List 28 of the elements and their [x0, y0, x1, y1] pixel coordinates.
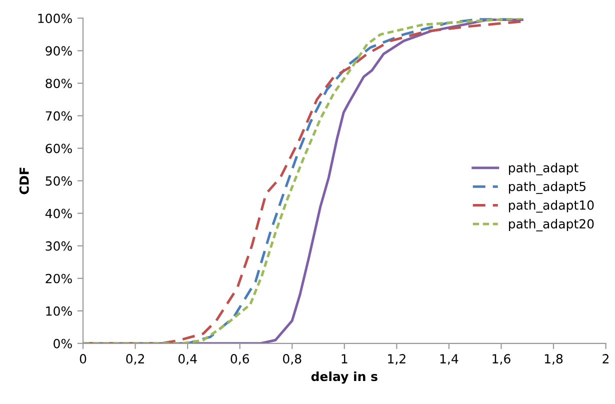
y-tick-label: 0%: [54, 338, 72, 348]
y-tick-label: 80%: [46, 78, 72, 88]
y-tick-label: 30%: [46, 241, 72, 251]
legend-label: path_adapt: [508, 162, 578, 176]
y-tick-label: 70%: [46, 111, 72, 121]
x-tick-label: 2: [602, 354, 608, 364]
legend-label: path_adapt20: [508, 218, 594, 232]
x-tick-label: 0: [80, 354, 86, 364]
x-tick-label: 1: [342, 354, 348, 364]
x-axis-title: delay in s: [311, 371, 378, 384]
x-tick-label: 0,4: [178, 354, 197, 365]
x-tick-label: 1,6: [492, 354, 510, 365]
legend-label: path_adapt10: [508, 200, 594, 213]
y-tick-label: 20%: [46, 274, 72, 284]
x-tick-label: 0,8: [283, 354, 302, 365]
x-tick-label: 0,6: [230, 354, 250, 365]
y-tick-label: 60%: [46, 144, 72, 154]
y-tick-label: 50%: [46, 176, 72, 186]
y-tick-label: 90%: [46, 46, 72, 56]
x-tick-label: 1,4: [440, 354, 458, 365]
x-tick-label: 1,2: [388, 354, 406, 365]
y-tick-label: 10%: [46, 306, 72, 316]
y-tick-label: 40%: [45, 208, 72, 218]
y-axis-title: CDF: [19, 168, 29, 194]
y-tick-label: 100%: [38, 14, 72, 24]
legend-label: path_adapt5: [508, 181, 586, 194]
x-tick-label: 0,2: [126, 354, 144, 365]
x-tick-label: 1,8: [544, 354, 563, 365]
